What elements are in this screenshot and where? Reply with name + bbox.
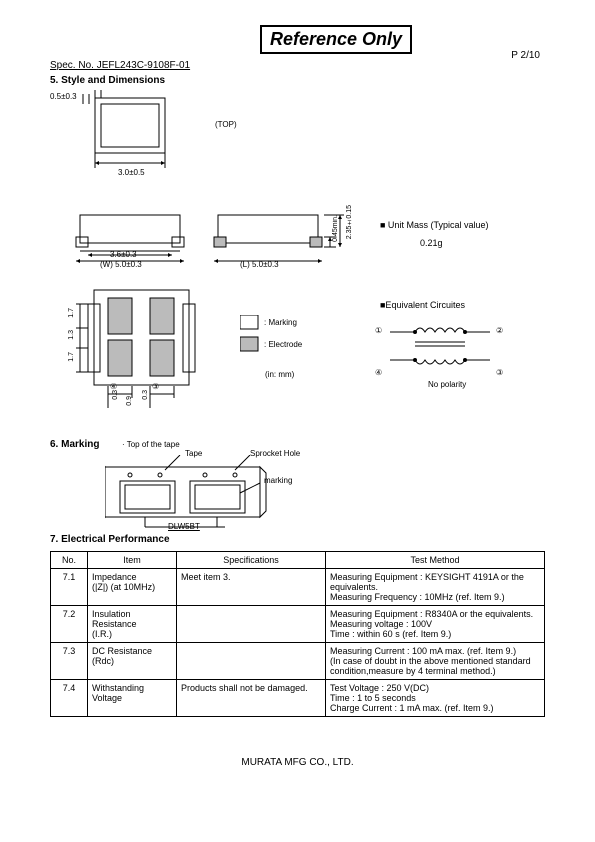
dim-3p6: 3.6±0.3 — [110, 250, 137, 259]
unit-mm: (in: mm) — [265, 370, 294, 379]
table-cell: Test Voltage : 250 V(DC) Time : 1 to 5 s… — [326, 680, 545, 717]
dim-0p45: 0.45min. — [332, 215, 339, 242]
dim-0p3-1: 0.3 — [112, 390, 119, 400]
dlw5bt: DLW5BT — [168, 522, 200, 531]
dim-3p0: 3.0±0.5 — [118, 168, 145, 177]
legend-marking: : Marking — [264, 318, 297, 327]
table-cell: Withstanding Voltage — [88, 680, 177, 717]
dim-0p5: 0.5±0.3 — [50, 92, 77, 101]
table-cell: Impedance (|Z|) (at 10MHz) — [88, 569, 177, 606]
dim-1p7-1: 1.7 — [68, 308, 75, 318]
table-row: 7.1Impedance (|Z|) (at 10MHz)Meet item 3… — [51, 569, 545, 606]
th-spec: Specifications — [177, 552, 326, 569]
table-cell: 7.2 — [51, 606, 88, 643]
th-no: No. — [51, 552, 88, 569]
dim-1p3: 1.3 — [68, 330, 75, 340]
circ3: ③ — [152, 382, 159, 391]
dim-w5: (W) 5.0±0.3 — [100, 260, 142, 269]
table-cell: Products shall not be damaged. — [177, 680, 326, 717]
no-polarity: No polarity — [428, 380, 466, 389]
marking-label: marking — [264, 476, 292, 485]
legend-electrode: : Electrode — [264, 340, 302, 349]
marking-diagram: Tape Sprocket Hole marking DLW5BT — [50, 450, 545, 530]
unit-mass-value: 0.21g — [420, 238, 443, 248]
eq-c1: ① — [375, 326, 382, 335]
top-label: (TOP) — [215, 120, 237, 129]
section-5-header: 5. Style and Dimensions — [50, 75, 545, 86]
dim-0p3-2: 0.3 — [142, 390, 149, 400]
dim-2p35: 2.35±0.15 — [346, 205, 353, 239]
eq-c3: ③ — [496, 368, 503, 377]
spec-number: Spec. No. JEFL243C-9108F-01 — [50, 60, 545, 71]
th-item: Item — [88, 552, 177, 569]
table-cell: DC Resistance (Rdc) — [88, 643, 177, 680]
table-cell: Meet item 3. — [177, 569, 326, 606]
table-cell: Insulation Resistance (I.R.) — [88, 606, 177, 643]
dim-1p7-2: 1.7 — [68, 352, 75, 362]
dimensions-diagram: 0.5±0.3 (TOP) 3.0±0.5 — [50, 90, 545, 435]
table-cell: 7.1 — [51, 569, 88, 606]
section-6-header: 6. Marking — [50, 439, 99, 450]
tape-label: Tape — [185, 449, 202, 458]
dim-l5: (L) 5.0±0.3 — [240, 260, 279, 269]
table-cell — [177, 643, 326, 680]
reference-only-title: Reference Only — [260, 25, 412, 54]
circ4: ④ — [110, 382, 117, 391]
table-cell: Measuring Equipment : R8340A or the equi… — [326, 606, 545, 643]
page-number: P 2/10 — [511, 50, 540, 61]
table-cell: 7.3 — [51, 643, 88, 680]
table-cell: Measuring Equipment : KEYSIGHT 4191A or … — [326, 569, 545, 606]
unit-mass-header: ■ Unit Mass (Typical value) — [380, 220, 488, 230]
top-of-tape: · Top of the tape — [122, 440, 180, 449]
dim-0p9: 0.9 — [126, 396, 133, 406]
table-row: 7.4Withstanding VoltageProducts shall no… — [51, 680, 545, 717]
sprocket-label: Sprocket Hole — [250, 449, 300, 458]
section-7-header: 7. Electrical Performance — [50, 534, 545, 545]
performance-table: No. Item Specifications Test Method 7.1I… — [50, 551, 545, 717]
footer: MURATA MFG CO., LTD. — [50, 757, 545, 768]
table-row: 7.2Insulation Resistance (I.R.) Measuring… — [51, 606, 545, 643]
eq-c4: ④ — [375, 368, 382, 377]
table-cell — [177, 606, 326, 643]
table-cell: 7.4 — [51, 680, 88, 717]
eq-circuit-header: ■Equivalent Circuites — [380, 300, 465, 310]
table-cell: Measuring Current : 100 mA max. (ref. It… — [326, 643, 545, 680]
th-test: Test Method — [326, 552, 545, 569]
eq-c2: ② — [496, 326, 503, 335]
table-row: 7.3DC Resistance (Rdc) Measuring Current … — [51, 643, 545, 680]
